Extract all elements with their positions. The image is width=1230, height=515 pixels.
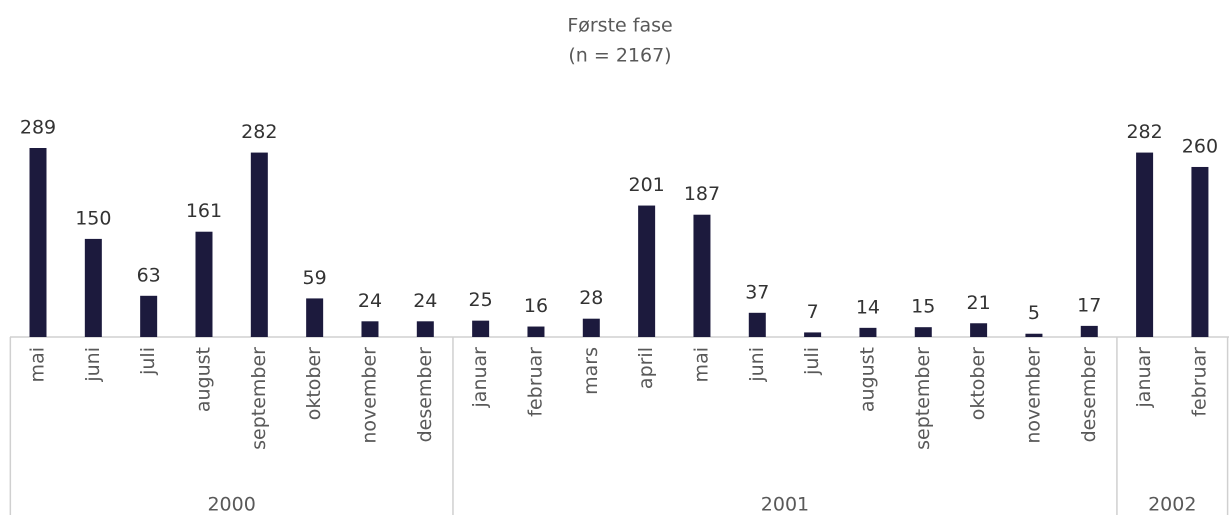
data-label: 150 (75, 207, 111, 229)
group-label: 2000 (207, 494, 255, 515)
chart-title: Første fase (567, 15, 672, 37)
bar (195, 231, 213, 337)
group-label: 2001 (761, 494, 809, 515)
data-label: 282 (1126, 121, 1162, 143)
data-label: 260 (1182, 135, 1218, 157)
bar (29, 148, 47, 337)
bar (748, 312, 766, 337)
data-label: 15 (911, 296, 935, 318)
group-label: 2002 (1148, 494, 1196, 515)
x-tick-label: oktober (967, 347, 989, 420)
bar (1191, 166, 1209, 337)
bar (804, 332, 822, 337)
x-tick-label: oktober (303, 347, 325, 420)
bar (1080, 325, 1098, 337)
data-label: 63 (137, 264, 161, 286)
data-label: 289 (20, 117, 56, 139)
bar (638, 205, 656, 337)
data-label: 7 (807, 301, 819, 323)
x-tick-label: februar (524, 347, 546, 417)
data-label: 14 (856, 296, 880, 318)
bar (250, 152, 268, 337)
bar (1025, 333, 1043, 337)
data-label: 5 (1028, 302, 1040, 324)
data-label: 282 (241, 121, 277, 143)
x-tick-label: november (1022, 347, 1044, 444)
bar (1136, 152, 1154, 337)
bar (582, 318, 600, 337)
data-label: 161 (186, 200, 222, 222)
x-tick-label: september (912, 347, 934, 450)
x-tick-label: juni (746, 347, 768, 383)
x-tick-label: april (635, 347, 657, 389)
x-tick-label: juni (82, 347, 104, 383)
bar (416, 321, 434, 337)
data-label: 16 (524, 295, 548, 317)
x-tick-label: januar (469, 347, 491, 409)
x-tick-label: august (192, 347, 214, 412)
x-tick-label: desember (414, 347, 436, 443)
x-tick-label: juli (801, 347, 823, 376)
data-label: 201 (628, 174, 664, 196)
data-label: 25 (469, 289, 493, 311)
x-tick-label: august (856, 347, 878, 412)
data-label: 187 (684, 183, 720, 205)
bar (140, 295, 158, 337)
bar (859, 327, 877, 337)
data-label: 24 (413, 290, 437, 312)
x-tick-label: november (358, 347, 380, 444)
x-tick-label: juli (137, 347, 159, 376)
data-label: 37 (745, 281, 769, 303)
x-tick-label: mars (580, 347, 602, 395)
x-tick-label: januar (1133, 347, 1155, 409)
bar (693, 214, 711, 337)
bar (527, 326, 545, 337)
x-tick-label: februar (1188, 347, 1210, 417)
x-tick-label: desember (1078, 347, 1100, 443)
x-tick-label: mai (690, 347, 712, 382)
bar (970, 323, 988, 337)
bar (84, 238, 102, 337)
bar (361, 321, 379, 337)
x-tick-label: mai (27, 347, 49, 382)
data-label: 17 (1077, 294, 1101, 316)
data-label: 21 (967, 292, 991, 314)
bar (914, 327, 932, 337)
chart-subtitle: (n = 2167) (568, 45, 671, 67)
bar (306, 298, 324, 337)
data-label: 24 (358, 290, 382, 312)
x-tick-label: september (248, 347, 270, 450)
data-label: 59 (303, 267, 327, 289)
data-label: 28 (579, 287, 603, 309)
bar (472, 320, 490, 337)
